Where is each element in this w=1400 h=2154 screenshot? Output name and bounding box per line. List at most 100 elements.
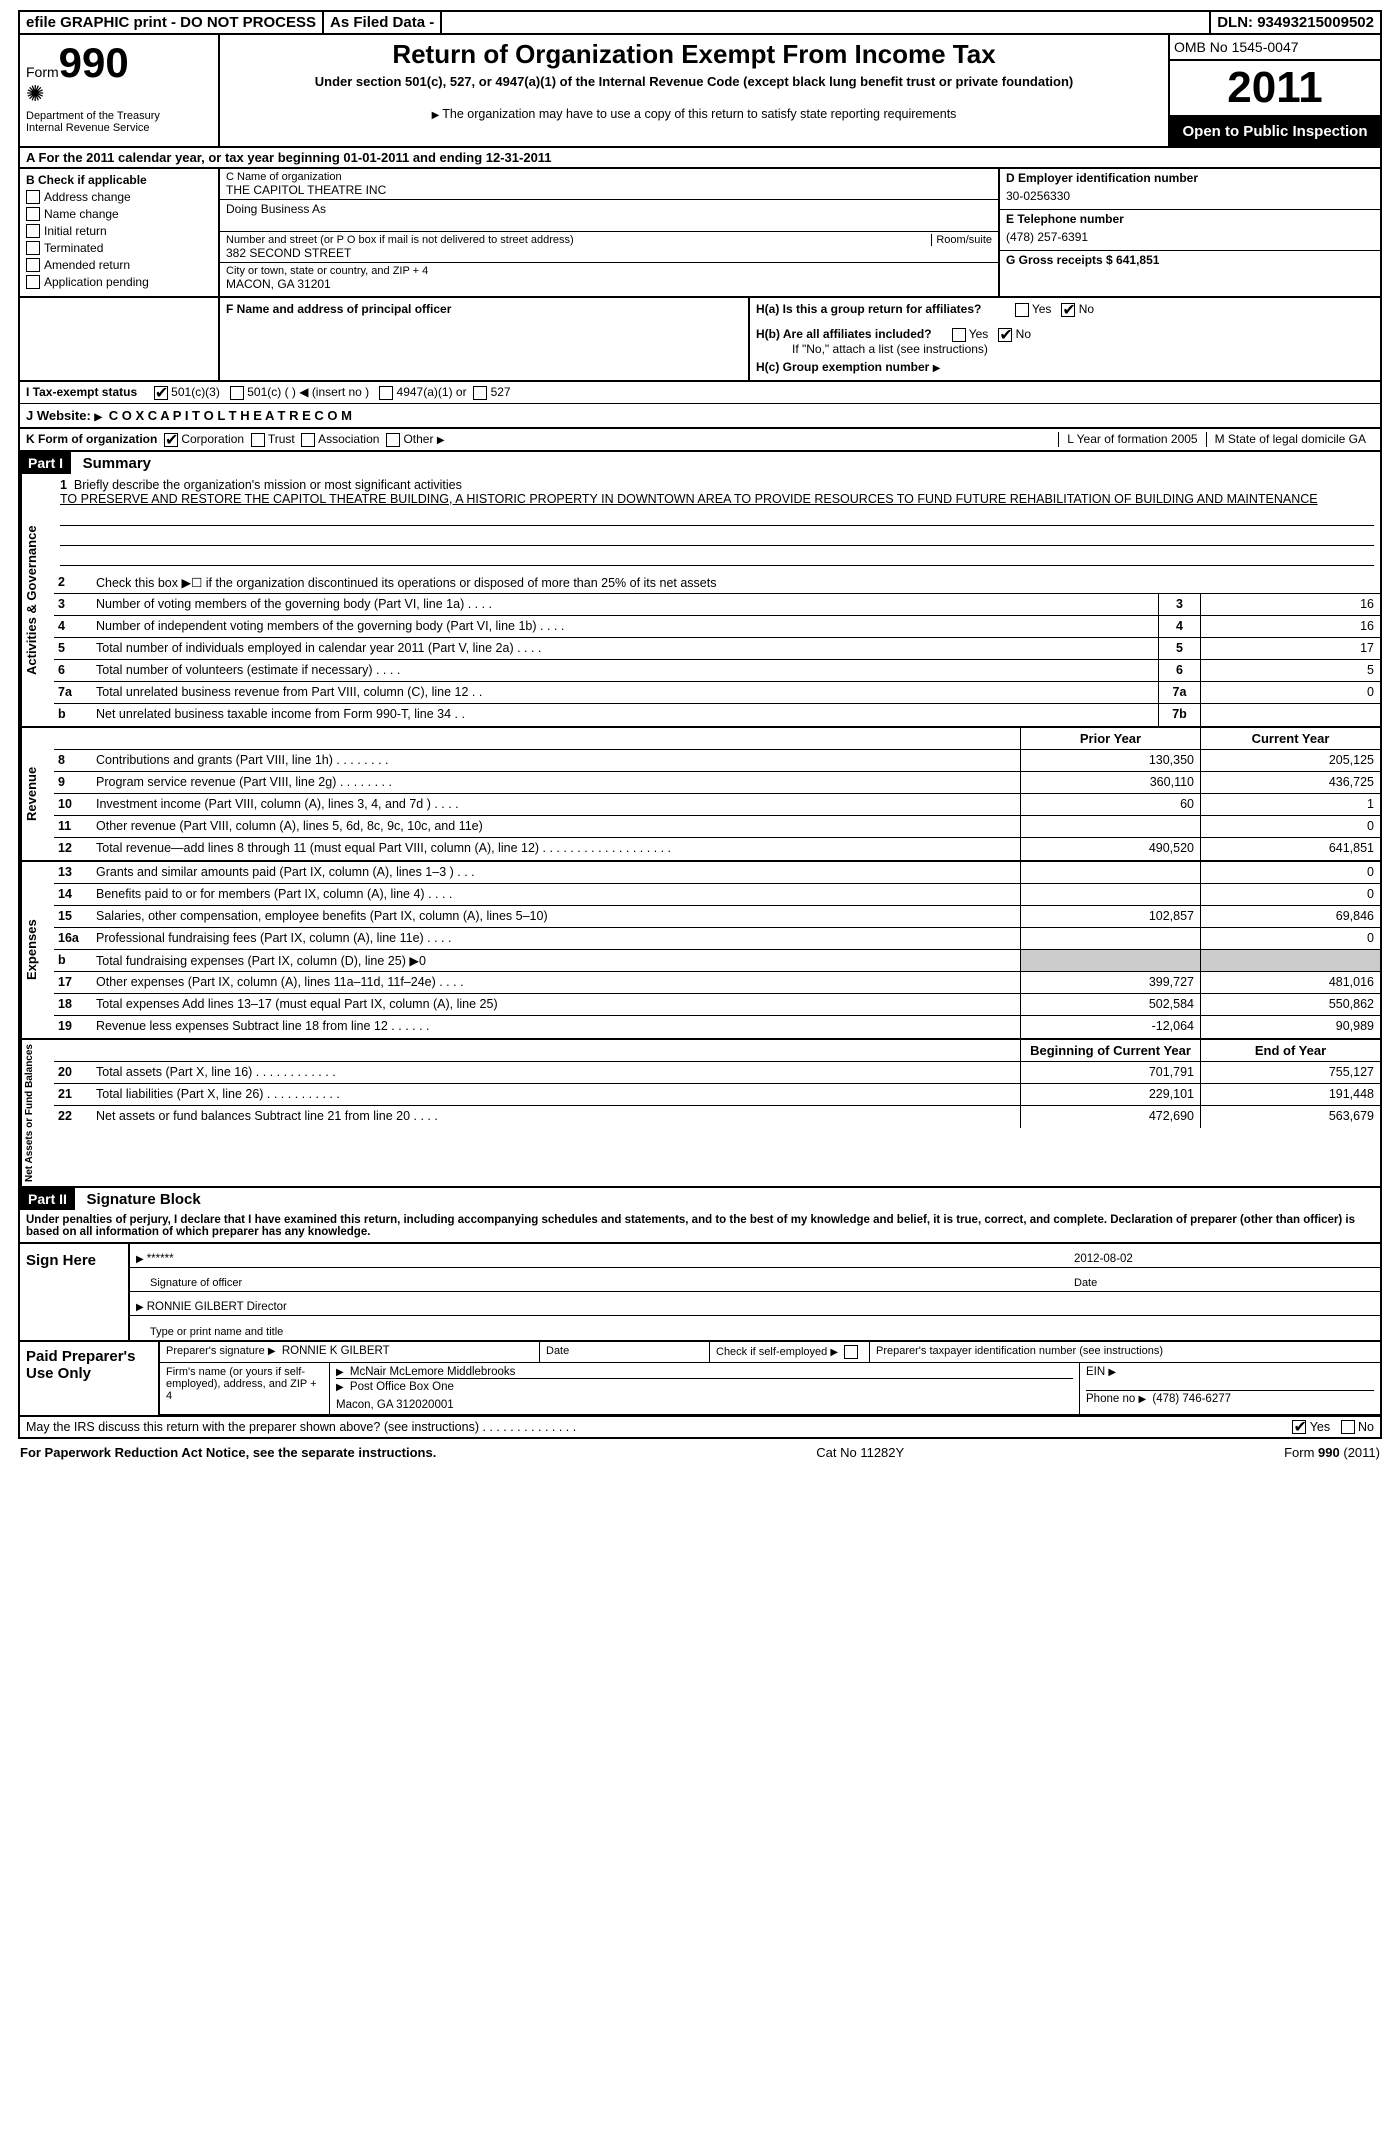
name-lbl: C Name of organization [226,171,992,183]
form-no: 990 [59,39,129,86]
col-b: B Check if applicable Address change Nam… [20,169,220,296]
data-line: 10Investment income (Part VIII, column (… [54,794,1380,816]
ein: D Employer identification number 30-0256… [1000,169,1380,210]
curr-hdr: Current Year [1200,728,1380,749]
data-line: 14Benefits paid to or for members (Part … [54,884,1380,906]
prow2: Firm's name (or yours if self-employed),… [160,1363,1380,1415]
hc-lbl: H(c) Group exemption number [756,360,929,374]
data-line: 21Total liabilities (Part X, line 26) . … [54,1084,1380,1106]
net-content: Beginning of Current Year End of Year 20… [54,1040,1380,1186]
data-line: 17Other expenses (Part IX, column (A), l… [54,972,1380,994]
form-label: Form [26,64,59,80]
firm-lbl: Firm's name (or yours if self-employed),… [160,1363,330,1414]
beg-hdr: Beginning of Current Year [1020,1040,1200,1061]
gross: G Gross receipts $ 641,851 [1000,251,1380,269]
ck-terminated: Terminated [26,241,212,255]
spacer [442,12,1211,33]
gov-content: 1 Briefly describe the organization's mi… [54,474,1380,726]
form-number: Form990 [26,39,212,87]
room-lbl: Room/suite [931,234,992,246]
data-line: 19Revenue less expenses Subtract line 18… [54,1016,1380,1038]
row-f-h: F Name and address of principal officer … [18,298,1382,382]
discuss-row: May the IRS discuss this return with the… [18,1417,1382,1440]
ein-lbl2: EIN [1086,1366,1105,1378]
data-line: 8Contributions and grants (Part VIII, li… [54,750,1380,772]
row-k: K Form of organization Corporation Trust… [18,429,1382,452]
footer-mid: Cat No 11282Y [816,1445,904,1460]
data-line: 22Net assets or fund balances Subtract l… [54,1106,1380,1128]
ptin-lbl: Preparer's taxpayer identification numbe… [870,1342,1380,1362]
prep-fields: Preparer's signature RONNIE K GILBERT Da… [160,1342,1380,1415]
header-mid: Return of Organization Exempt From Incom… [220,35,1170,146]
sig-date: 2012-08-02 [1074,1253,1374,1265]
dba: Doing Business As [220,200,998,232]
data-line: 18Total expenses Add lines 13–17 (must e… [54,994,1380,1016]
prep-sig-lbl: Preparer's signature [166,1345,265,1357]
l1-lbl: Briefly describe the organization's miss… [74,478,462,492]
part1-hdr-row: Part I Summary [18,452,1382,474]
footer-left: For Paperwork Reduction Act Notice, see … [20,1445,436,1460]
part2-hdr-row: Part II Signature Block [18,1188,1382,1210]
row-j: J Website: C O X C A P I T O L T H E A T… [18,404,1382,429]
gov-line: 7aTotal unrelated business revenue from … [54,682,1380,704]
city-val: MACON, GA 31201 [226,277,992,291]
expenses-box: Expenses 13Grants and similar amounts pa… [18,862,1382,1040]
h-b: H(b) Are all affiliates included? Yes No [756,327,1374,342]
firm-addr: Post Office Box One [350,1381,454,1393]
omb: OMB No 1545-0047 [1170,35,1380,61]
row-i: I Tax-exempt status 501(c)(3) 501(c) ( )… [18,382,1382,404]
header-left: Form990 ✺ Department of the Treasury Int… [20,35,220,146]
part2-title: Signature Block [79,1191,201,1208]
ein-lbl: D Employer identification number [1006,171,1374,185]
data-line: 11Other revenue (Part VIII, column (A), … [54,816,1380,838]
gov-line: 6Total number of volunteers (estimate if… [54,660,1380,682]
data-line: 12Total revenue—add lines 8 through 11 (… [54,838,1380,860]
dln: DLN: 93493215009502 [1211,12,1380,33]
identity-block: B Check if applicable Address change Nam… [18,169,1382,298]
end-hdr: End of Year [1200,1040,1380,1061]
col-f: F Name and address of principal officer [220,298,750,380]
phone-val: (478) 257-6391 [1006,226,1374,248]
data-line: 9Program service revenue (Part VIII, lin… [54,772,1380,794]
note: The organization may have to use a copy … [228,107,1160,121]
data-line: 16aProfessional fundraising fees (Part I… [54,928,1380,950]
sign-here: Sign Here [20,1244,130,1340]
mission: 1 Briefly describe the organization's mi… [54,474,1380,572]
ein-val: 30-0256330 [1006,185,1374,207]
year-formation: L Year of formation 2005 [1058,432,1205,447]
perjury: Under penalties of perjury, I declare th… [20,1210,1380,1244]
col-h: H(a) Is this a group return for affiliat… [750,298,1380,380]
open-inspection: Open to Public Inspection [1170,117,1380,146]
net-sidelabel: Net Assets or Fund Balances [20,1040,54,1186]
part1-title: Summary [75,455,151,472]
officer-name: RONNIE GILBERT Director [147,1301,287,1313]
org-name: C Name of organization THE CAPITOL THEAT… [220,169,998,200]
ha-lbl: H(a) Is this a group return for affiliat… [756,302,981,316]
as-filed: As Filed Data - [324,12,442,33]
data-line: 15Salaries, other compensation, employee… [54,906,1380,928]
data-line: 13Grants and similar amounts paid (Part … [54,862,1380,884]
domicile: M State of legal domicile GA [1206,432,1374,447]
header: Form990 ✺ Department of the Treasury Int… [18,35,1382,148]
k-lbl: K Form of organization [26,432,157,446]
prep-phone: (478) 746-6277 [1152,1393,1231,1405]
prow1: Preparer's signature RONNIE K GILBERT Da… [160,1342,1380,1363]
row-a: A For the 2011 calendar year, or tax yea… [18,148,1382,169]
rev-sidelabel: Revenue [20,728,54,860]
phone-lbl: E Telephone number [1006,212,1374,226]
street-lbl: Number and street (or P O box if mail is… [226,234,931,246]
exp-sidelabel: Expenses [20,862,54,1038]
footer-right-prefix: Form [1284,1445,1318,1460]
form-title: Return of Organization Exempt From Incom… [228,39,1160,70]
spacer-b [20,298,220,380]
dept: Department of the Treasury [26,110,212,122]
l2: 2Check this box ▶☐ if the organization d… [54,572,1380,594]
col-b-hdr: B Check if applicable [26,173,212,187]
name-val: THE CAPITOL THEATRE INC [226,183,992,197]
hb2: If "No," attach a list (see instructions… [792,342,1374,356]
date2-lbl: Date [540,1342,710,1362]
gov-line: 5Total number of individuals employed in… [54,638,1380,660]
discuss-text: May the IRS discuss this return with the… [26,1420,576,1435]
paid-lbl: Paid Preparer's Use Only [20,1342,160,1415]
city-lbl: City or town, state or country, and ZIP … [226,265,992,277]
